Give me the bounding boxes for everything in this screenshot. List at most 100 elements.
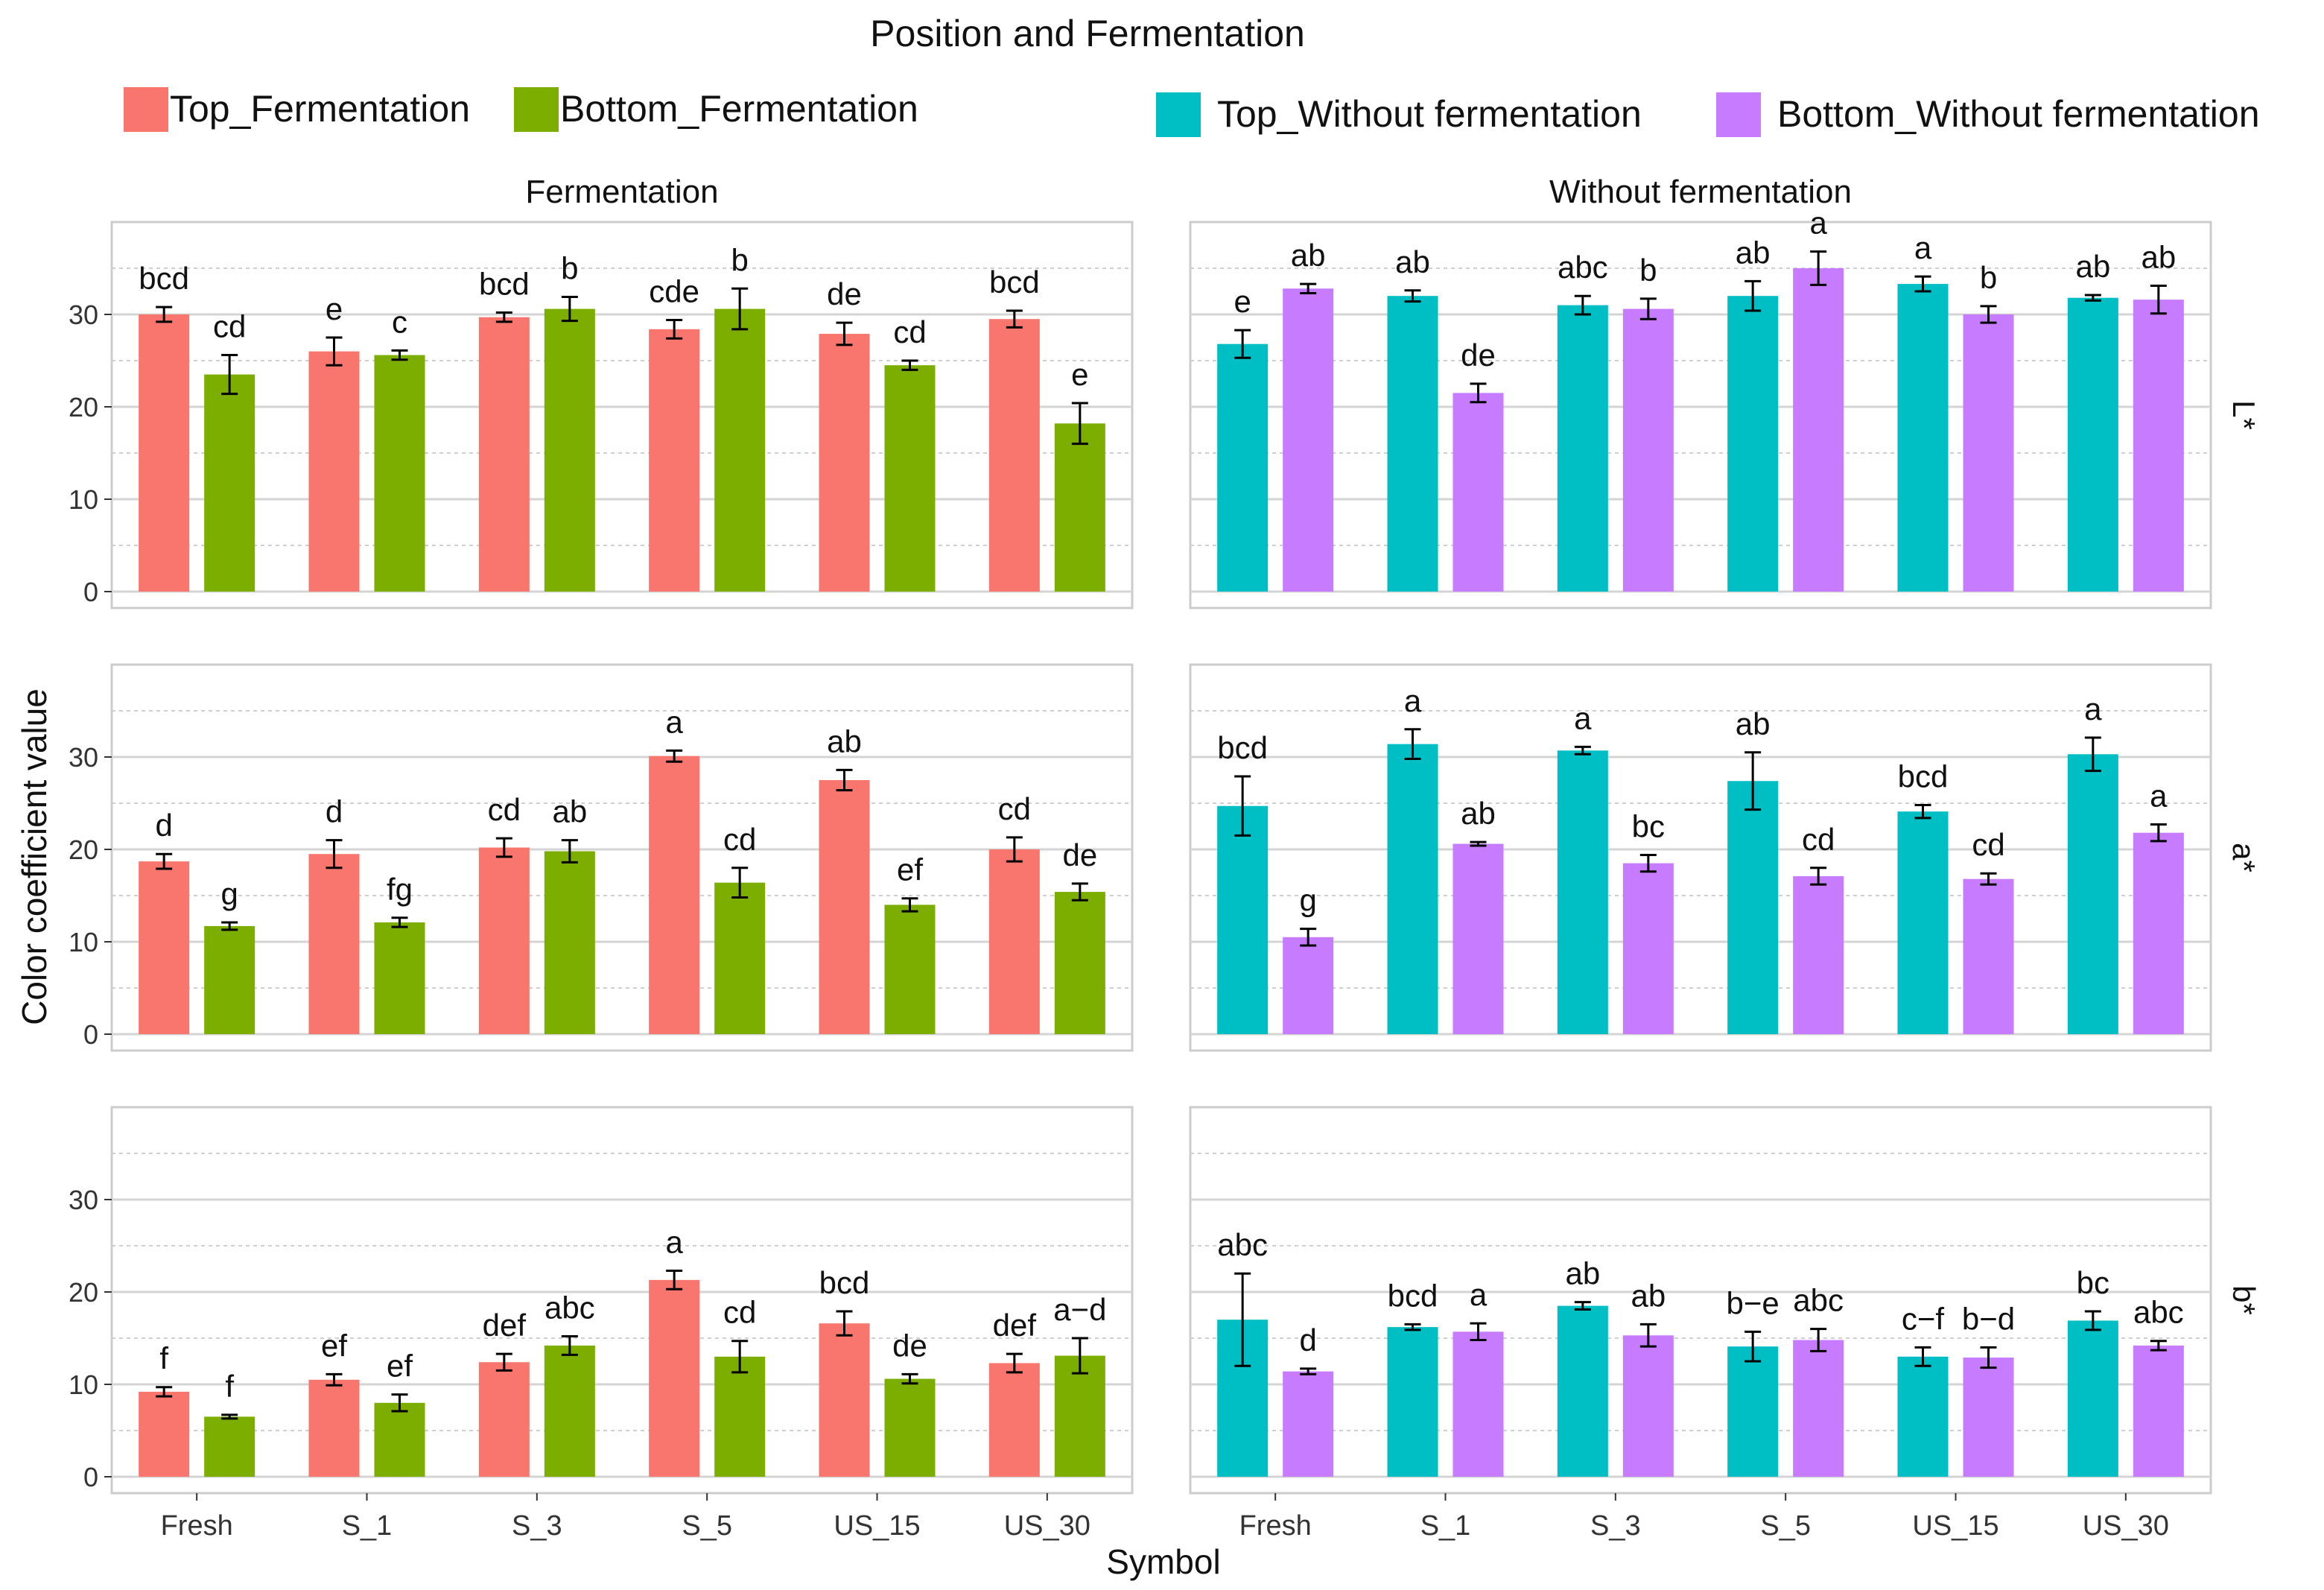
- bar-top-without-fermentation-us-30: [2067, 754, 2118, 1034]
- significance-letter: cd: [723, 822, 756, 857]
- significance-letter: a−d: [1053, 1292, 1106, 1327]
- significance-letter: bc: [1632, 808, 1665, 843]
- bar-bottom-fermentation-s-5: [714, 882, 766, 1034]
- x-tick-label-fresh: Fresh: [161, 1510, 233, 1542]
- x-tick-label-us-15: US_15: [1912, 1510, 1998, 1542]
- significance-letter: e: [1071, 357, 1088, 392]
- significance-letter: a: [1574, 700, 1592, 735]
- bar-top-fermentation-us-15: [819, 334, 870, 592]
- significance-letter: ab: [1736, 235, 1771, 270]
- bar-bottom-fermentation-s-1: [374, 922, 425, 1034]
- significance-letter: bcd: [1388, 1278, 1438, 1313]
- bar-bottom-without-fermentation-us-30: [2133, 1345, 2184, 1477]
- bar-top-fermentation-s-3: [478, 1362, 530, 1477]
- y-tick-label: 20: [69, 392, 98, 422]
- bar-bottom-fermentation-us-15: [884, 365, 936, 592]
- y-tick-label: 20: [69, 1277, 98, 1308]
- y-tick-label: 0: [83, 1462, 98, 1492]
- row-strip-label-a: a*: [2226, 843, 2261, 872]
- panel-2-0: 0102030ffFreshefefS_1defabcS_3acdS_5bcdd…: [69, 1106, 1134, 1542]
- y-tick-label: 30: [69, 1185, 98, 1215]
- significance-letter: bcd: [479, 267, 530, 302]
- bar-bottom-without-fermentation-s-5: [1793, 1340, 1844, 1477]
- bar-top-without-fermentation-us-15: [1897, 1356, 1949, 1477]
- bar-bottom-fermentation-us-30: [1054, 423, 1105, 592]
- significance-letter: abc: [1793, 1283, 1844, 1318]
- bar-top-fermentation-s-3: [478, 847, 530, 1034]
- bar-bottom-without-fermentation-fresh: [1283, 288, 1334, 592]
- y-tick-label: 10: [69, 927, 98, 957]
- bar-bottom-fermentation-s-3: [544, 851, 595, 1034]
- significance-letter: bcd: [139, 261, 189, 296]
- significance-letter: ab: [1461, 796, 1496, 831]
- bar-top-fermentation-s-5: [649, 756, 700, 1034]
- bar-bottom-without-fermentation-s-1: [1452, 1331, 1504, 1477]
- bar-bottom-without-fermentation-fresh: [1283, 1371, 1334, 1477]
- significance-letter: a: [1404, 683, 1422, 718]
- bar-bottom-fermentation-s-3: [544, 1345, 595, 1477]
- y-tick-label: 10: [69, 1369, 98, 1400]
- bar-top-without-fermentation-s-3: [1557, 305, 1608, 592]
- bar-bottom-fermentation-us-30: [1054, 1355, 1105, 1477]
- significance-letter: ab: [1291, 238, 1326, 273]
- bar-top-fermentation-s-1: [308, 1379, 360, 1477]
- significance-letter: a: [665, 1224, 683, 1259]
- legend-swatch-bottom-without-fermentation: [1716, 92, 1761, 137]
- bar-top-fermentation-fresh: [139, 861, 190, 1034]
- significance-letter: b: [1980, 260, 1997, 295]
- significance-letter: ab: [1631, 1278, 1666, 1313]
- bar-bottom-without-fermentation-s-3: [1622, 1335, 1674, 1477]
- significance-letter: ef: [387, 1349, 413, 1384]
- bar-top-fermentation-s-1: [308, 351, 360, 592]
- bar-top-fermentation-us-15: [819, 780, 870, 1034]
- legend-swatch-top-without-fermentation: [1156, 92, 1201, 137]
- significance-letter: de: [892, 1328, 927, 1363]
- legend-label-bottom-without-fermentation: Bottom_Without fermentation: [1777, 93, 2260, 135]
- bar-top-fermentation-s-5: [649, 329, 700, 592]
- bar-bottom-fermentation-s-1: [374, 355, 425, 592]
- significance-letter: ef: [321, 1328, 347, 1363]
- significance-letter: d: [326, 794, 343, 829]
- significance-letter: a: [2150, 779, 2168, 814]
- significance-letter: a: [1809, 206, 1827, 241]
- significance-letter: ab: [827, 723, 862, 758]
- bar-bottom-without-fermentation-us-15: [1963, 314, 2014, 592]
- significance-letter: ab: [1395, 244, 1430, 279]
- bar-top-without-fermentation-s-1: [1387, 1327, 1438, 1477]
- legend-label-bottom-fermentation: Bottom_Fermentation: [560, 88, 918, 130]
- significance-letter: a: [665, 704, 683, 739]
- significance-letter: ab: [1736, 706, 1771, 741]
- y-tick-label: 0: [83, 577, 98, 607]
- bar-bottom-fermentation-fresh: [204, 925, 255, 1034]
- bar-bottom-without-fermentation-us-30: [2133, 300, 2184, 592]
- x-tick-label-s-1: S_1: [342, 1510, 393, 1542]
- bar-top-without-fermentation-s-5: [1727, 781, 1779, 1034]
- bar-bottom-without-fermentation-fresh: [1283, 937, 1334, 1034]
- significance-letter: e: [326, 291, 343, 326]
- panel-border: [1189, 663, 2212, 1052]
- bar-top-without-fermentation-s-5: [1727, 296, 1779, 592]
- bar-bottom-without-fermentation-s-5: [1793, 268, 1844, 592]
- strip-label-without-fermentation: Without fermentation: [1549, 174, 1852, 210]
- significance-letter: abc: [2133, 1295, 2184, 1330]
- significance-letter: def: [993, 1308, 1037, 1343]
- significance-letter: b: [561, 250, 578, 285]
- bar-bottom-fermentation-fresh: [204, 1416, 255, 1477]
- panel-border: [1189, 221, 2212, 609]
- y-axis-title: Color coefficient value: [15, 688, 54, 1025]
- x-tick-label-us-30: US_30: [2083, 1510, 2169, 1542]
- significance-letter: cd: [1802, 822, 1835, 857]
- row-strip-label-l: L*: [2226, 400, 2261, 430]
- bar-top-without-fermentation-fresh: [1217, 343, 1269, 592]
- bar-bottom-without-fermentation-s-3: [1622, 308, 1674, 592]
- bar-top-without-fermentation-us-30: [2067, 1320, 2118, 1477]
- bar-bottom-fermentation-s-3: [544, 308, 595, 592]
- significance-letter: bcd: [1217, 730, 1268, 765]
- significance-letter: c−f: [1902, 1301, 1945, 1336]
- significance-letter: ef: [897, 852, 923, 887]
- facet-panels: Fermentation Without fermentation L* 0 10 20 3…: [69, 174, 2261, 1542]
- significance-letter: de: [1062, 837, 1097, 872]
- bar-top-without-fermentation-s-3: [1557, 750, 1608, 1034]
